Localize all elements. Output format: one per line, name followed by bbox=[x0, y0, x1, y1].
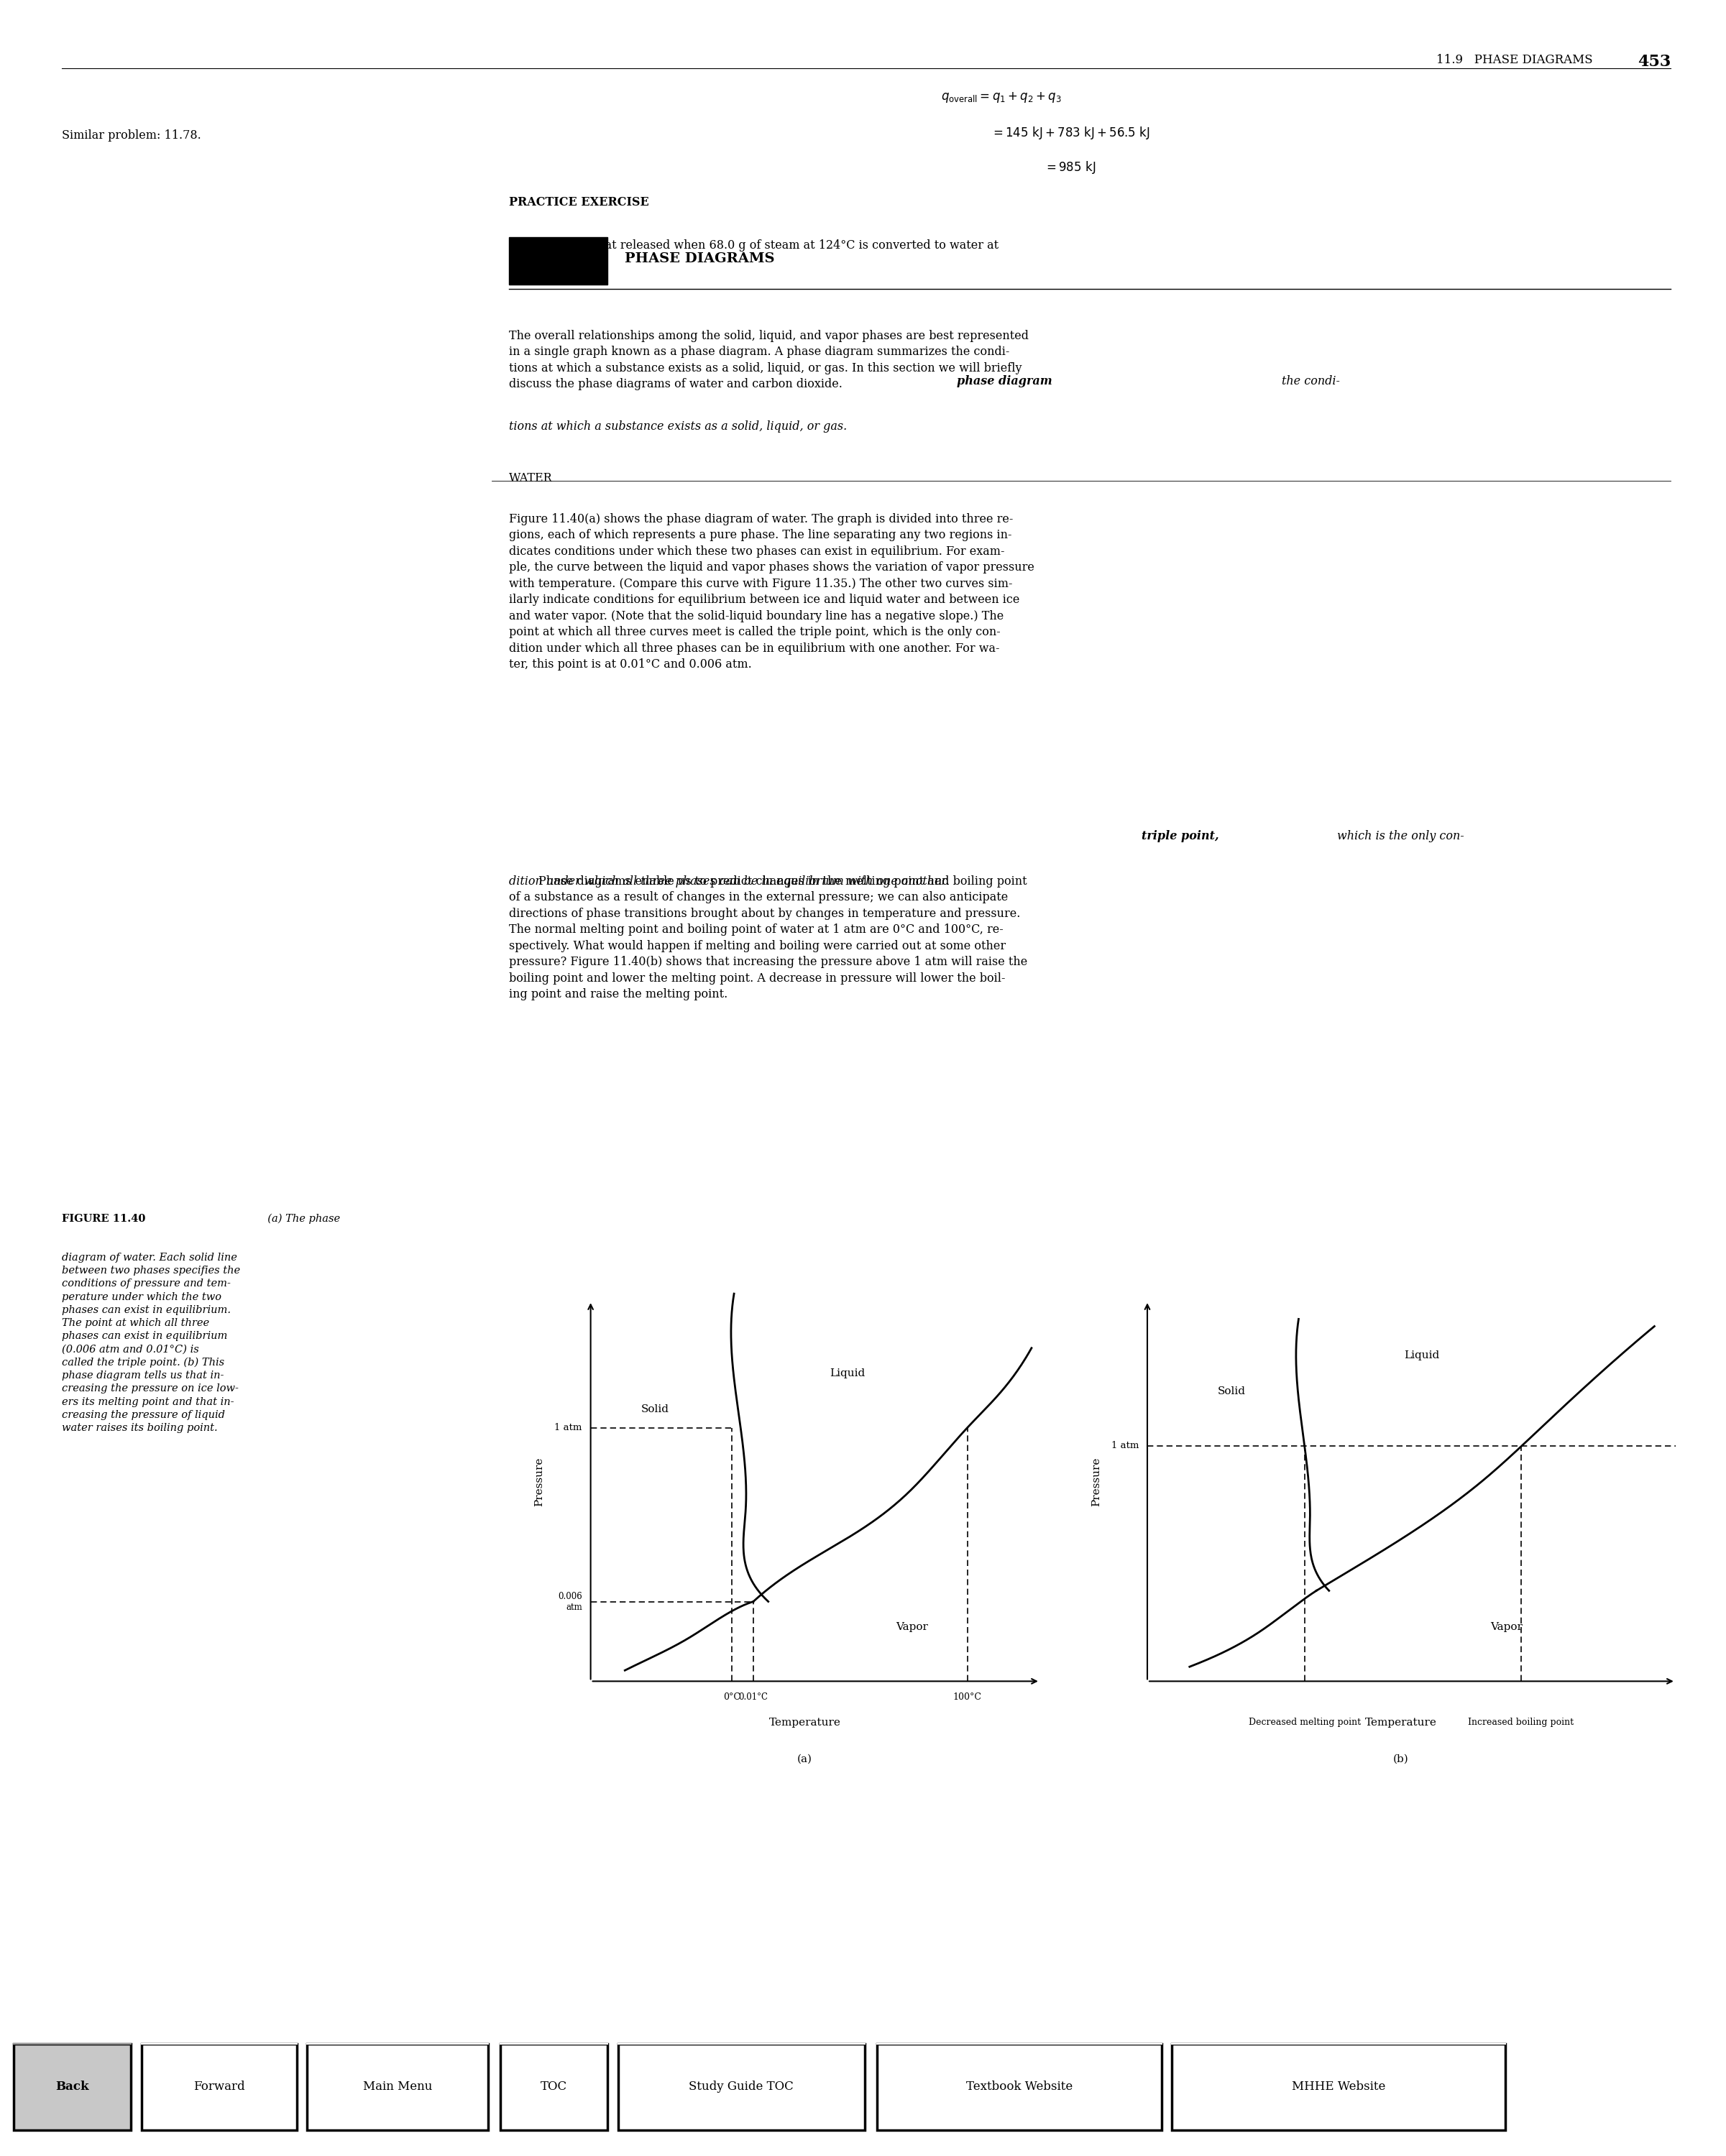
FancyBboxPatch shape bbox=[618, 2044, 865, 2130]
Text: Vapor: Vapor bbox=[896, 1621, 929, 1632]
Text: MHHE Website: MHHE Website bbox=[1291, 2081, 1386, 2093]
Text: Increased boiling point: Increased boiling point bbox=[1469, 1718, 1574, 1727]
Text: diagram of water. Each solid line
between two phases specifies the
conditions of: diagram of water. Each solid line betwee… bbox=[62, 1253, 240, 1434]
Text: Back: Back bbox=[55, 2081, 90, 2093]
Text: the condi-: the condi- bbox=[1281, 375, 1339, 388]
Text: Pressure: Pressure bbox=[535, 1457, 544, 1507]
FancyBboxPatch shape bbox=[501, 2044, 608, 2130]
Text: Main Menu: Main Menu bbox=[362, 2081, 433, 2093]
FancyBboxPatch shape bbox=[142, 2044, 297, 2130]
Text: 453: 453 bbox=[1638, 54, 1671, 69]
Text: phase diagram: phase diagram bbox=[956, 375, 1053, 388]
Text: 11.9: 11.9 bbox=[544, 252, 573, 265]
Text: Pressure: Pressure bbox=[1091, 1457, 1101, 1507]
Text: Solid: Solid bbox=[640, 1404, 670, 1414]
Text: Liquid: Liquid bbox=[1405, 1350, 1439, 1360]
Text: Figure 11.40(a) shows the phase diagram of water. The graph is divided into thre: Figure 11.40(a) shows the phase diagram … bbox=[509, 513, 1034, 671]
Text: PRACTICE EXERCISE: PRACTICE EXERCISE bbox=[509, 196, 649, 209]
FancyBboxPatch shape bbox=[14, 2044, 131, 2130]
Text: Temperature: Temperature bbox=[1365, 1718, 1436, 1727]
FancyBboxPatch shape bbox=[509, 237, 608, 285]
Text: 1 atm: 1 atm bbox=[554, 1423, 582, 1432]
Text: TOC: TOC bbox=[540, 2081, 568, 2093]
Text: (a): (a) bbox=[797, 1753, 813, 1764]
Text: Calculate the heat released when 68.0 g of steam at 124°C is converted to water : Calculate the heat released when 68.0 g … bbox=[509, 239, 999, 252]
Text: tions at which a substance exists as a solid, liquid, or gas.: tions at which a substance exists as a s… bbox=[509, 420, 847, 433]
FancyBboxPatch shape bbox=[307, 2044, 488, 2130]
Text: FIGURE 11.40: FIGURE 11.40 bbox=[62, 1214, 145, 1225]
Text: PHASE DIAGRAMS: PHASE DIAGRAMS bbox=[625, 252, 775, 265]
Text: 100°C: 100°C bbox=[953, 1692, 982, 1701]
Text: Forward: Forward bbox=[193, 2081, 245, 2093]
Text: 0.01°C: 0.01°C bbox=[739, 1692, 768, 1701]
Text: Phase diagrams enable us to predict changes in the melting point and boiling poi: Phase diagrams enable us to predict chan… bbox=[509, 875, 1027, 1000]
Text: (b): (b) bbox=[1393, 1753, 1408, 1764]
Text: Decreased melting point: Decreased melting point bbox=[1248, 1718, 1360, 1727]
FancyBboxPatch shape bbox=[877, 2044, 1162, 2130]
Text: dition under which all three phases can be in equilibrium with one another.: dition under which all three phases can … bbox=[509, 875, 949, 888]
Text: 0°C: 0°C bbox=[723, 1692, 740, 1701]
Text: Solid: Solid bbox=[1219, 1386, 1246, 1397]
Text: 45°C.: 45°C. bbox=[509, 272, 542, 285]
FancyBboxPatch shape bbox=[1172, 2044, 1505, 2130]
Text: $q_{\rm overall} = q_1 + q_2 + q_3$: $q_{\rm overall} = q_1 + q_2 + q_3$ bbox=[941, 91, 1061, 103]
Text: $= 985\ \rm{kJ}$: $= 985\ \rm{kJ}$ bbox=[1044, 160, 1096, 175]
Text: Vapor: Vapor bbox=[1490, 1621, 1522, 1632]
Text: Temperature: Temperature bbox=[768, 1718, 841, 1727]
Text: $= 145\ \rm{kJ} + 783\ \rm{kJ} + 56.5\ \rm{kJ}$: $= 145\ \rm{kJ} + 783\ \rm{kJ} + 56.5\ \… bbox=[991, 125, 1150, 140]
Text: 1 atm: 1 atm bbox=[1112, 1440, 1139, 1451]
Text: triple point,: triple point, bbox=[1143, 830, 1219, 843]
Text: The overall relationships among the solid, liquid, and vapor phases are best rep: The overall relationships among the soli… bbox=[509, 330, 1029, 390]
Text: 0.006
atm: 0.006 atm bbox=[557, 1591, 582, 1613]
Text: Textbook Website: Textbook Website bbox=[967, 2081, 1072, 2093]
Text: which is the only con-: which is the only con- bbox=[1336, 830, 1464, 843]
Text: 11.9   PHASE DIAGRAMS: 11.9 PHASE DIAGRAMS bbox=[1436, 54, 1593, 67]
Text: Liquid: Liquid bbox=[830, 1369, 865, 1378]
Text: Study Guide TOC: Study Guide TOC bbox=[689, 2081, 794, 2093]
Text: WATER: WATER bbox=[509, 472, 552, 485]
Text: Similar problem: 11.78.: Similar problem: 11.78. bbox=[62, 129, 202, 142]
Text: (a) The phase: (a) The phase bbox=[261, 1214, 340, 1225]
